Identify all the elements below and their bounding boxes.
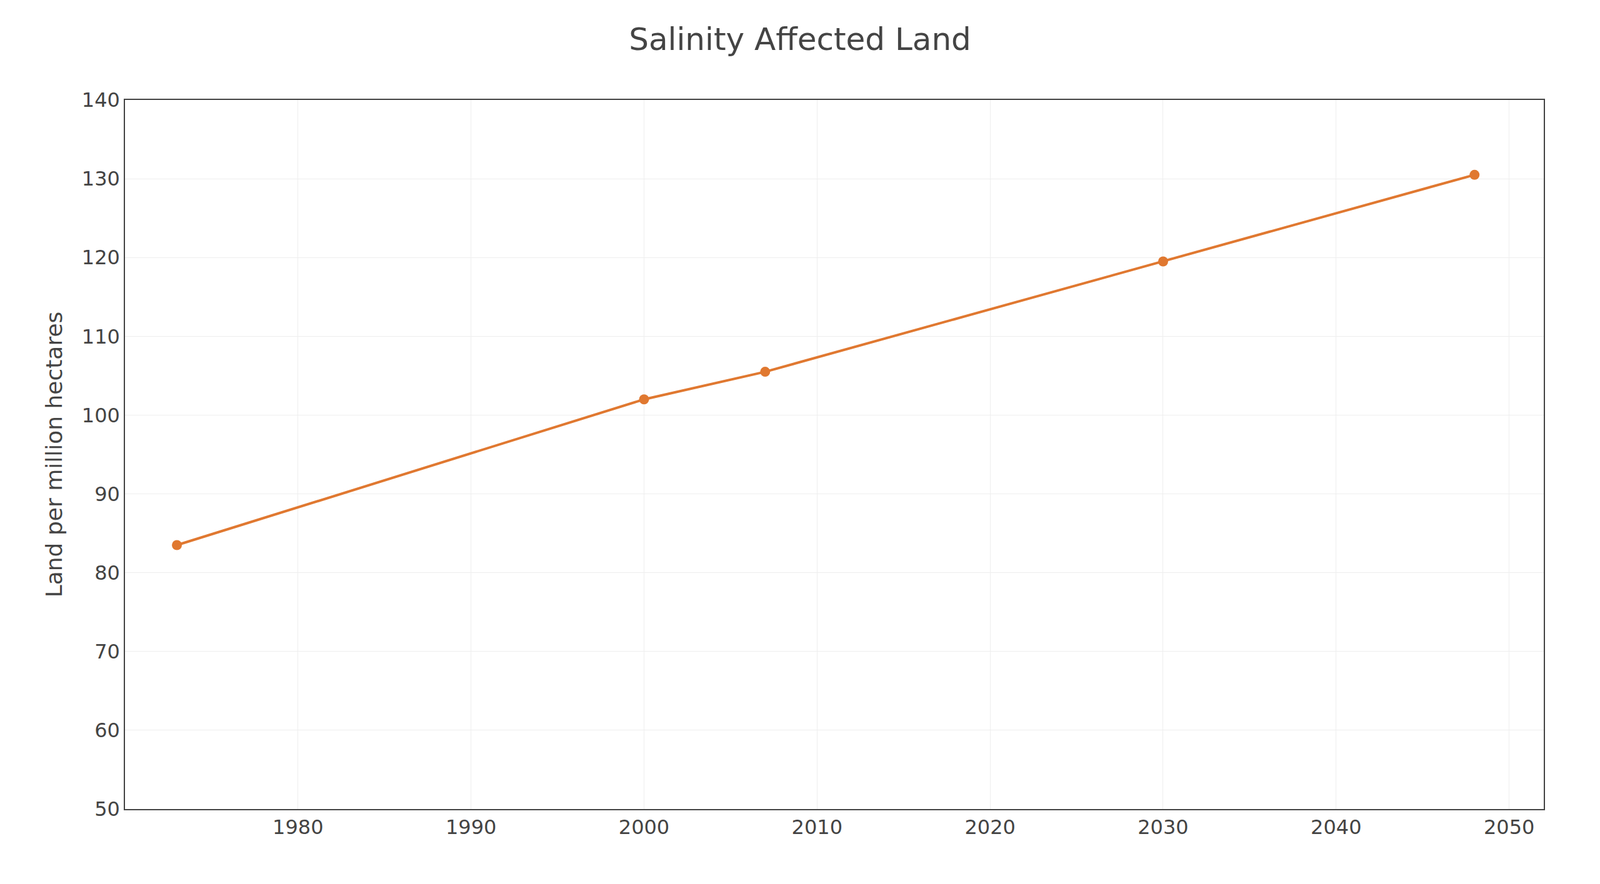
svg-text:2010: 2010 [791,815,843,840]
svg-text:130: 130 [81,166,120,191]
svg-text:Salinity Affected Land: Salinity Affected Land [628,21,972,58]
svg-text:90: 90 [94,482,120,507]
svg-text:2040: 2040 [1310,815,1362,840]
svg-text:2020: 2020 [964,815,1015,840]
svg-text:140: 140 [81,88,120,112]
svg-text:100: 100 [81,403,120,428]
svg-text:2050: 2050 [1483,815,1535,840]
svg-text:2000: 2000 [618,815,670,840]
svg-text:Land per million hectares: Land per million hectares [41,311,67,599]
svg-text:1980: 1980 [272,815,324,840]
svg-text:2030: 2030 [1137,815,1189,840]
svg-text:1990: 1990 [445,815,497,840]
svg-text:60: 60 [94,718,120,743]
svg-text:120: 120 [81,245,120,270]
svg-text:80: 80 [94,561,120,585]
svg-text:110: 110 [81,325,120,349]
svg-text:70: 70 [94,640,120,664]
svg-text:50: 50 [94,797,120,822]
